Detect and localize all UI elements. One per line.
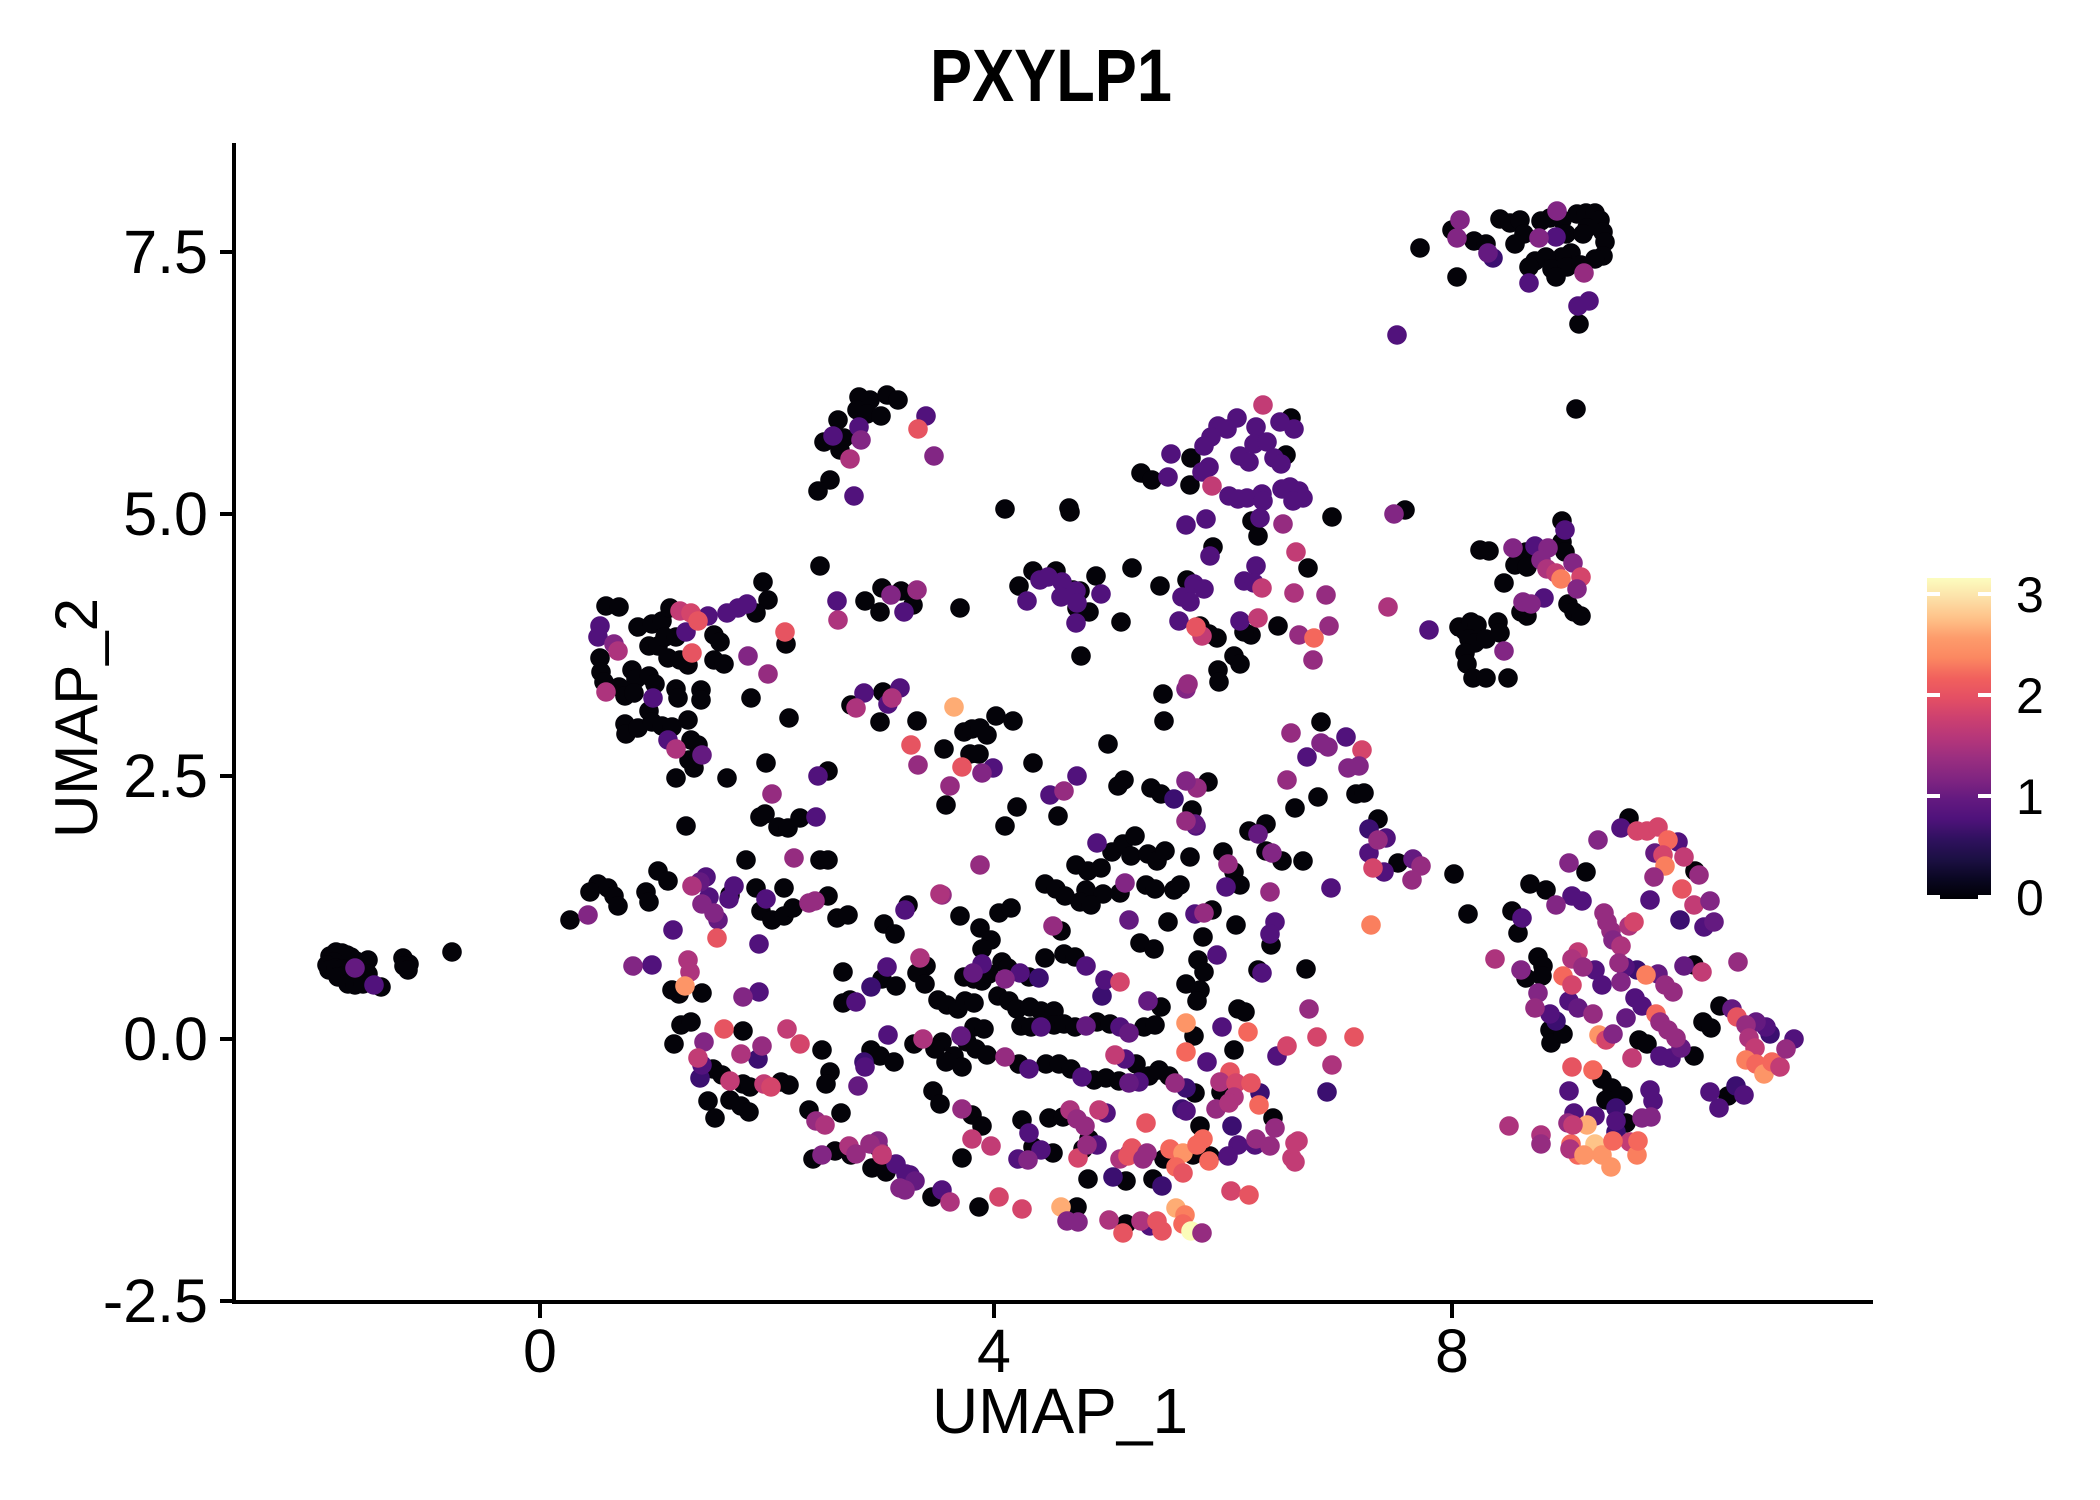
svg-text:8: 8 [1435,1317,1469,1385]
svg-text:1: 1 [2016,769,2044,825]
svg-text:UMAP_1: UMAP_1 [932,1375,1188,1447]
svg-text:-2.5: -2.5 [103,1267,208,1335]
svg-text:5.0: 5.0 [123,480,208,548]
svg-text:7.5: 7.5 [123,218,208,286]
svg-text:0.0: 0.0 [123,1005,208,1073]
svg-text:3: 3 [2016,567,2044,623]
svg-text:2.5: 2.5 [123,742,208,810]
svg-text:UMAP_2: UMAP_2 [43,598,110,838]
svg-text:2: 2 [2016,668,2044,724]
svg-text:0: 0 [523,1317,557,1385]
svg-text:PXYLP1: PXYLP1 [930,34,1172,117]
svg-text:0: 0 [2016,870,2044,926]
svg-text:4: 4 [977,1317,1011,1385]
